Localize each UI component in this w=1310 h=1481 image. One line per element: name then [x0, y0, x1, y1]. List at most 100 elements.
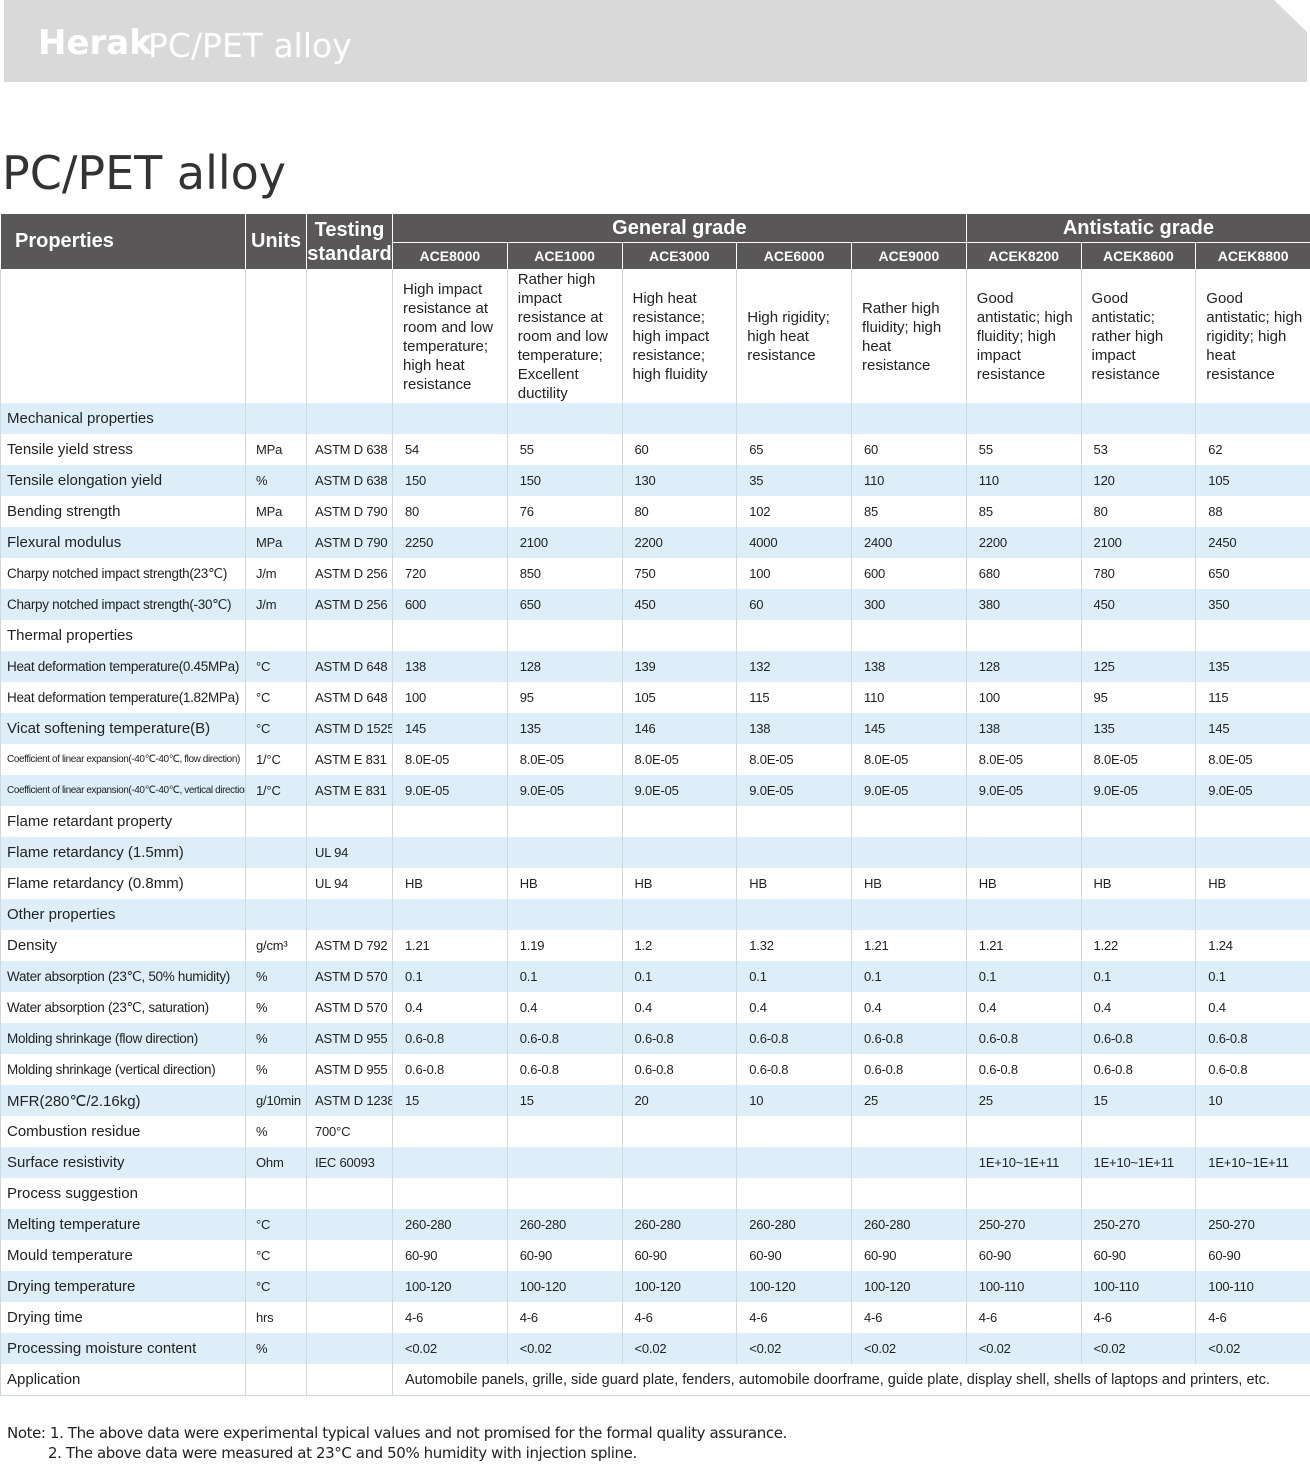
note: Note: 1. The above data were experimenta…: [7, 1424, 787, 1442]
value: 65: [736, 434, 852, 465]
value: 0.6-0.8: [621, 1054, 738, 1085]
standard: ASTM D 790: [306, 496, 393, 527]
grade-code: ACE9000: [851, 242, 967, 270]
value: 1.24: [1195, 930, 1310, 961]
value: 9.0E-05: [1080, 775, 1197, 806]
property-name: Thermal properties: [0, 620, 246, 651]
value: 60-90: [392, 1240, 508, 1271]
unit: °C: [245, 1271, 307, 1302]
unit: MPa: [245, 496, 307, 527]
property-table: Properties Units Testing standard General g…: [0, 213, 1310, 1396]
unit: 1/°C: [245, 744, 307, 775]
value: <0.02: [506, 1333, 623, 1364]
value: 4000: [736, 527, 852, 558]
value: [1080, 1116, 1197, 1147]
value: 54: [392, 434, 508, 465]
value: 4-6: [506, 1302, 623, 1333]
value: 0.6-0.8: [965, 1054, 1082, 1085]
value: 100: [965, 682, 1082, 713]
property-name: Flame retardant property: [0, 806, 246, 837]
value: 0.6-0.8: [851, 1054, 967, 1085]
description-row: High impact resistance at room and low t…: [0, 269, 1310, 403]
value: 53: [1080, 434, 1197, 465]
properties-header: Properties: [0, 213, 246, 270]
value: [392, 1147, 508, 1178]
value: 80: [621, 496, 738, 527]
value: [621, 620, 738, 651]
value: 4-6: [1080, 1302, 1197, 1333]
value: 150: [506, 465, 623, 496]
property-name: Flame retardancy (1.5mm): [0, 837, 246, 868]
unit: °C: [245, 1209, 307, 1240]
value: [736, 806, 852, 837]
value: 8.0E-05: [506, 744, 623, 775]
value: 100-120: [736, 1271, 852, 1302]
unit: [245, 620, 307, 651]
value: HB: [621, 868, 738, 899]
grade-code: ACE3000: [621, 242, 738, 270]
value: 125: [1080, 651, 1197, 682]
value: 380: [965, 589, 1082, 620]
value: 850: [506, 558, 623, 589]
value: 60-90: [851, 1240, 967, 1271]
value: 260-280: [392, 1209, 508, 1240]
value: [392, 1116, 508, 1147]
value: 100-110: [1080, 1271, 1197, 1302]
grade-description: High heat resistance; high impact resist…: [621, 269, 738, 403]
header-row: Properties Units Testing standard General g…: [0, 213, 1310, 270]
value: 2100: [506, 527, 623, 558]
grade-code: ACE1000: [506, 242, 623, 270]
value: 0.4: [736, 992, 852, 1023]
value: 1E+10~1E+11: [1195, 1147, 1310, 1178]
value: 650: [506, 589, 623, 620]
value: HB: [1080, 868, 1197, 899]
standard: UL 94: [306, 837, 393, 868]
property-name: Water absorption (23℃, saturation): [0, 992, 246, 1023]
value: 85: [851, 496, 967, 527]
value: 450: [1080, 589, 1197, 620]
value: 60-90: [736, 1240, 852, 1271]
value: [392, 899, 508, 930]
value: 2200: [965, 527, 1082, 558]
value: 260-280: [851, 1209, 967, 1240]
value: 0.6-0.8: [1195, 1023, 1310, 1054]
value: 9.0E-05: [1195, 775, 1310, 806]
value: [965, 1116, 1082, 1147]
heading: PC/PET alloy: [2, 146, 286, 200]
value: HB: [965, 868, 1082, 899]
grade-description: Good antistatic; high fluidity; high imp…: [965, 269, 1082, 403]
value: 1.21: [392, 930, 508, 961]
value: 62: [1195, 434, 1310, 465]
value: 4-6: [965, 1302, 1082, 1333]
property-row: Tensile yield stress MPa ASTM D 638 54 55 60 6…: [0, 434, 1310, 465]
value: 0.4: [621, 992, 738, 1023]
value: 4-6: [621, 1302, 738, 1333]
value: [506, 620, 623, 651]
unit: °C: [245, 713, 307, 744]
standard: [306, 1240, 393, 1271]
unit: [245, 899, 307, 930]
property-row: Heat deformation temperature(0.45MPa) °C A…: [0, 651, 1310, 682]
value: [392, 837, 508, 868]
grade-description: Good antistatic; rather high impact resi…: [1080, 269, 1197, 403]
value: [1080, 899, 1197, 930]
unit: °C: [245, 682, 307, 713]
value: 1.22: [1080, 930, 1197, 961]
grade-code: ACEK8200: [965, 242, 1082, 270]
property-name: Charpy notched impact strength(23℃): [0, 558, 246, 589]
value: [1195, 806, 1310, 837]
value: 60-90: [965, 1240, 1082, 1271]
standard: ASTM D 638: [306, 465, 393, 496]
property-row: Heat deformation temperature(1.82MPa) °C A…: [0, 682, 1310, 713]
grade-code: ACE6000: [736, 242, 852, 270]
property-name: Combustion residue: [0, 1116, 246, 1147]
grade-description: Rather high fluidity; high heat resistan…: [851, 269, 967, 403]
value: 145: [851, 713, 967, 744]
unit: g/10min: [245, 1085, 307, 1116]
standard: ASTM D 638: [306, 434, 393, 465]
standard: [306, 620, 393, 651]
units-header: Units: [245, 213, 307, 270]
value: [851, 1116, 967, 1147]
value: [1080, 403, 1197, 434]
value: 146: [621, 713, 738, 744]
